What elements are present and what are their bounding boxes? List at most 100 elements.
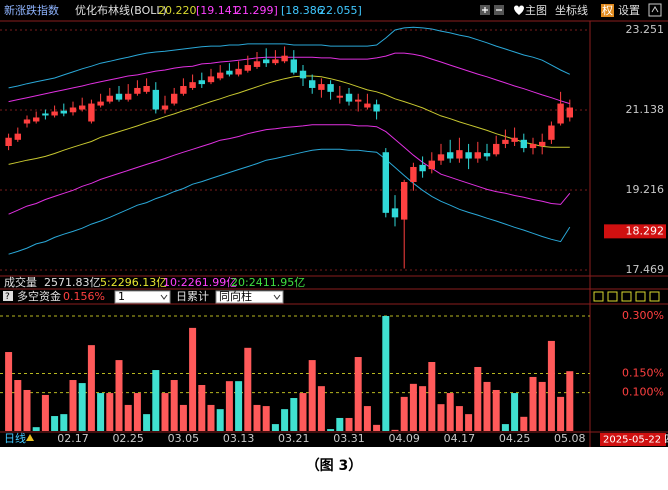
caption-background [0,447,668,490]
candle-body [42,113,49,116]
candle-body [171,93,178,104]
band-line [8,124,571,215]
bar [271,424,279,431]
candle-body [345,93,353,102]
y-tick-label: 19.216 [626,183,665,196]
panel-icon[interactable] [607,291,618,302]
candle-body [419,164,426,172]
period-value: 1 [118,290,125,303]
overlay-name[interactable]: 优化布林线(BOLL) [75,3,167,17]
candle-body [115,93,123,100]
mode-label: 日累计 [176,290,209,303]
bar [437,404,445,431]
bar [106,393,114,431]
bar [345,417,353,431]
toolbar-button[interactable]: 主图 [525,4,547,17]
candle-body [548,125,555,140]
bar [299,393,307,431]
plus-glyph [482,7,488,13]
candle-body [189,82,196,88]
bar [474,366,482,431]
x-tick-label: 03.21 [278,432,310,445]
candle-body [226,70,233,75]
favorite-icon[interactable] [514,5,524,16]
bar [538,381,546,431]
y-tick-label: 17.469 [626,263,665,276]
bar [87,345,95,431]
candle-body [33,117,40,122]
toolbar-button[interactable]: 设置 [618,4,640,17]
panel-icon[interactable] [621,291,632,302]
bar [216,409,224,431]
style-select[interactable] [215,290,284,304]
bar [483,381,491,431]
x-tick-label: 02.17 [57,432,89,445]
candle-body [318,84,325,90]
bar [354,357,362,431]
bar [400,396,408,431]
candle-body [217,72,224,79]
toolbar-button[interactable]: 坐标线 [555,3,588,17]
candle-body [437,154,445,161]
help-icon[interactable] [3,291,13,301]
bar [428,362,436,431]
lower-title: 多空资金 [17,289,61,303]
candle-body [272,59,279,64]
bar [520,416,528,431]
bar [262,406,270,431]
bar [501,424,509,431]
toolbar-button[interactable]: 权 [602,4,613,17]
close-icon[interactable] [649,291,660,302]
panel-toggle-icon[interactable] [648,3,662,17]
select-arrow [273,294,281,300]
date-badge [600,433,666,446]
select-arrow [160,294,168,300]
bar [317,386,325,431]
bar [382,316,390,431]
band-line [8,148,571,255]
candle-body [253,61,261,67]
legend-value: [19.141 [196,4,239,17]
candle-body [51,111,58,116]
bar [511,393,519,431]
band-line [8,26,571,89]
period-label[interactable]: 日线 [4,431,26,445]
bar [419,386,427,431]
candle-body [161,105,169,110]
bar [115,360,123,431]
candle-body [134,87,141,94]
candle-body [244,65,251,71]
candle-body [14,133,21,140]
y-tick-label: 0.100% [622,386,664,399]
x-tick-label: 02.25 [112,432,144,445]
bar [547,340,555,431]
style-value: 同向柱 [219,289,252,303]
candle-body [382,152,389,213]
panel-icon[interactable] [635,291,646,302]
candle-body [235,68,242,75]
help-glyph: ? [5,292,10,302]
bar [5,352,13,431]
period-select[interactable] [114,290,171,304]
bar [51,416,59,431]
candle-body [493,143,500,155]
last-price-label: 18.292 [626,224,665,237]
indicator-name[interactable]: 新涨跌指数 [4,3,59,17]
candle-body [465,152,472,159]
candle-body [281,55,288,62]
bar [179,404,187,431]
bar [373,424,381,431]
panel-icon[interactable] [593,291,604,302]
x-tick-label: 03.31 [333,432,365,445]
bar [14,380,22,431]
bar [492,389,500,431]
candle-body [428,160,435,170]
y-tick-label: 0.300% [622,309,664,322]
bar [327,429,335,431]
bar [189,327,197,431]
bar [198,385,206,431]
bar [207,404,215,431]
candle-body [456,150,463,159]
